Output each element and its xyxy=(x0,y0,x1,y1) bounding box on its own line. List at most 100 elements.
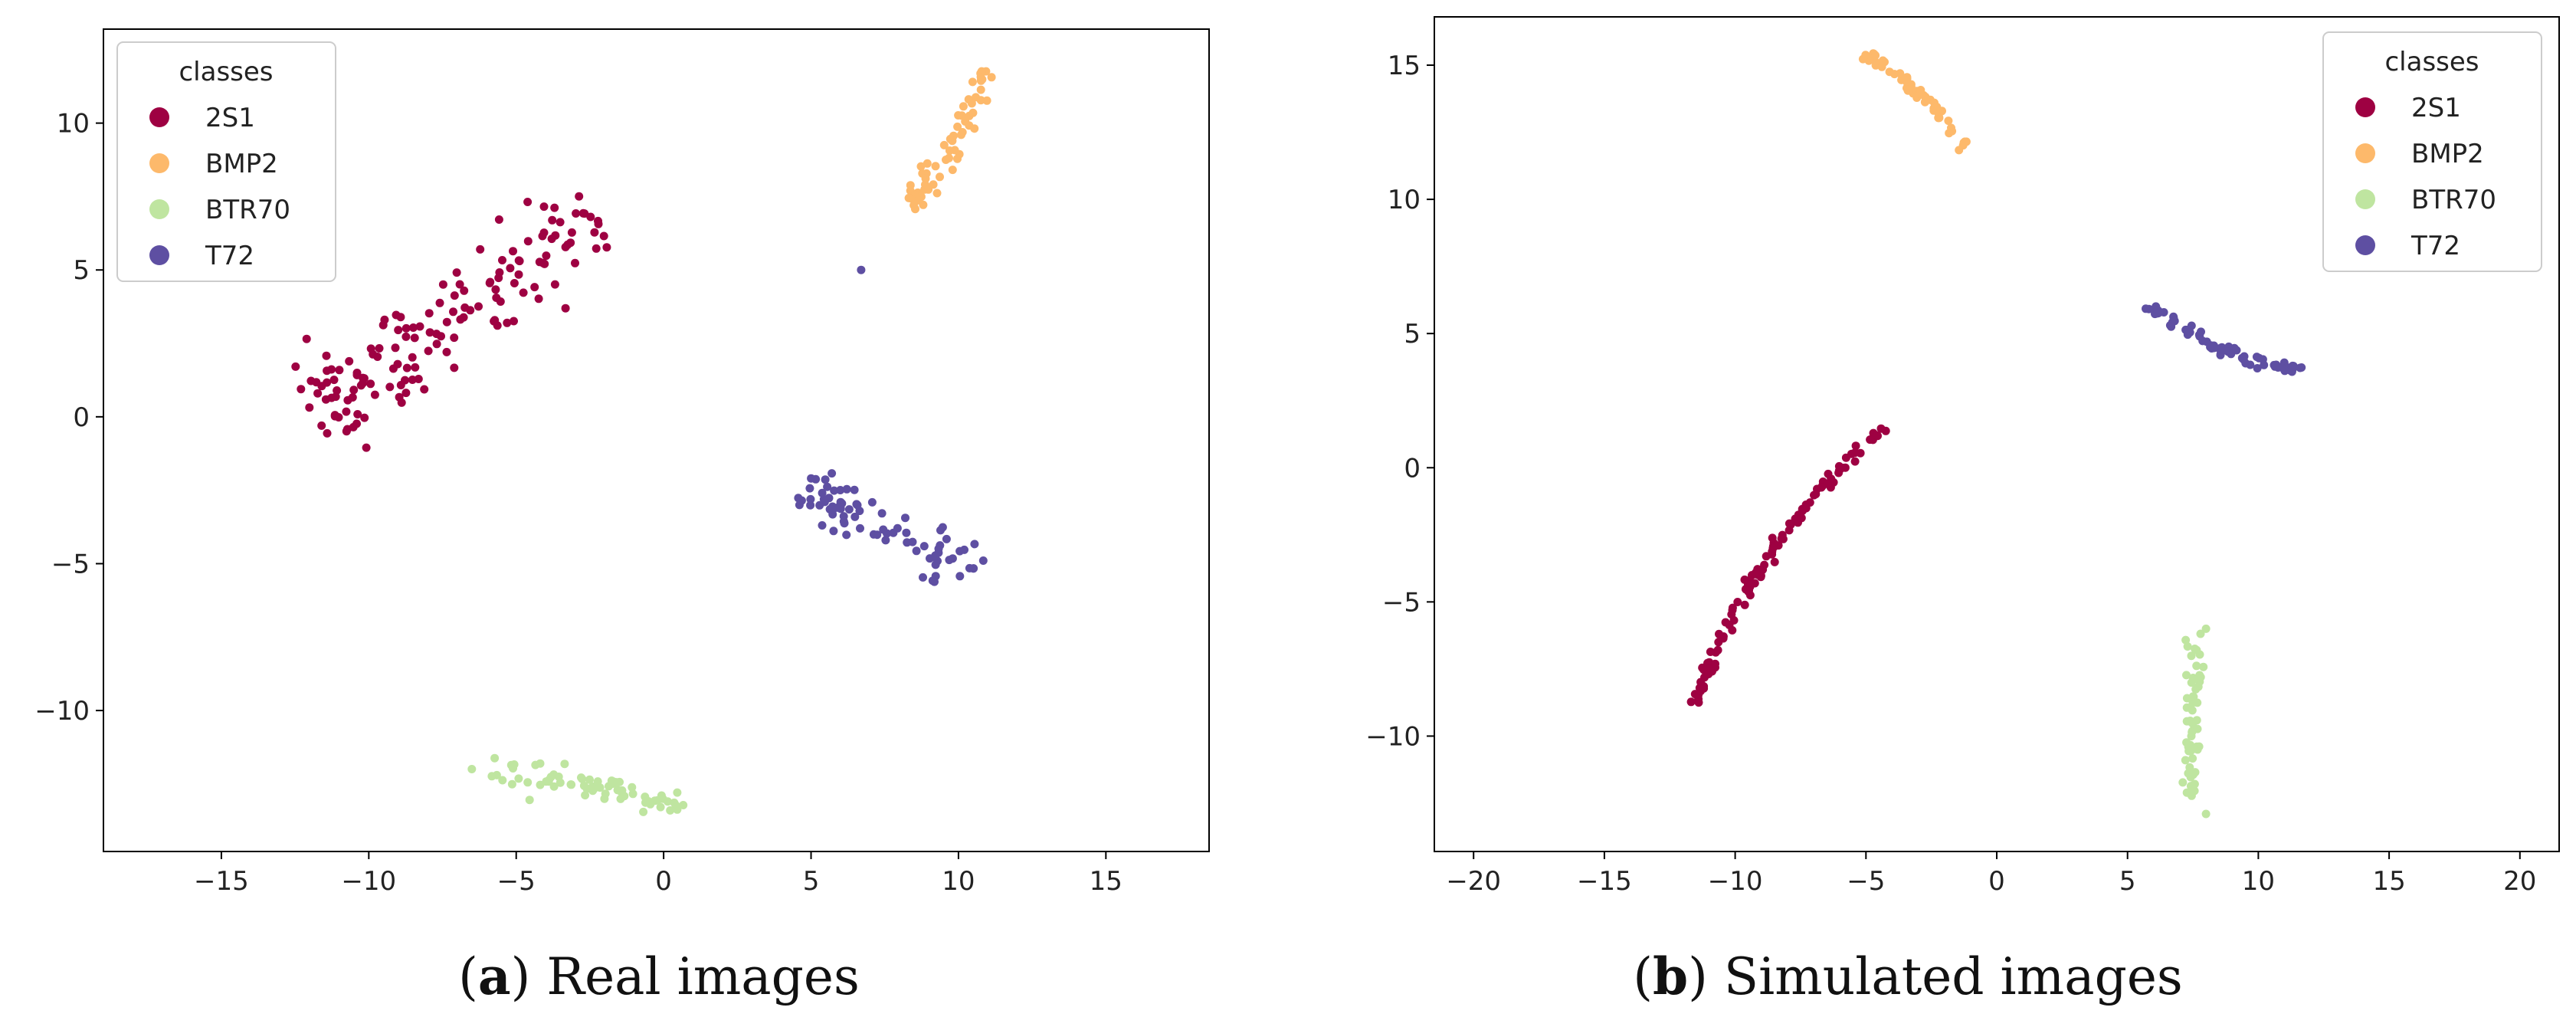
point-BTR70 xyxy=(2189,781,2197,790)
point-BTR70 xyxy=(2182,671,2191,680)
point-T72 xyxy=(850,512,860,521)
point-2S1 xyxy=(550,203,559,212)
point-2S1 xyxy=(1850,457,1860,466)
point-2S1 xyxy=(1740,575,1749,584)
y-tick-label: 5 xyxy=(73,255,90,286)
point-T72 xyxy=(2224,347,2233,356)
point-2S1 xyxy=(323,428,332,438)
point-2S1 xyxy=(1728,605,1737,615)
point-2S1 xyxy=(452,268,461,277)
point-BMP2 xyxy=(970,124,979,133)
point-2S1 xyxy=(401,332,411,341)
point-2S1 xyxy=(594,219,603,228)
point-BTR70 xyxy=(536,759,545,768)
point-2S1 xyxy=(580,209,589,218)
point-2S1 xyxy=(571,258,579,267)
point-BTR70 xyxy=(2201,624,2211,633)
point-T72 xyxy=(2241,359,2250,368)
point-2S1 xyxy=(539,202,549,212)
point-2S1 xyxy=(523,237,533,246)
point-BTR70 xyxy=(589,784,598,793)
point-2S1 xyxy=(297,385,306,394)
point-2S1 xyxy=(1801,504,1811,513)
point-2S1 xyxy=(1823,479,1832,488)
point-BTR70 xyxy=(579,781,588,790)
point-T72 xyxy=(931,551,940,560)
x-tick-label: −20 xyxy=(1446,866,1501,897)
point-T72 xyxy=(2260,360,2269,369)
point-2S1 xyxy=(323,378,332,387)
point-BMP2 xyxy=(1944,116,1953,126)
point-BMP2 xyxy=(1878,56,1887,65)
point-BTR70 xyxy=(2188,787,2197,796)
point-BTR70 xyxy=(507,779,516,789)
point-T72 xyxy=(938,523,947,532)
point-2S1 xyxy=(1714,638,1723,647)
point-T72 xyxy=(2198,336,2207,346)
point-T72 xyxy=(902,528,911,537)
y-tick-label: −5 xyxy=(51,549,90,579)
point-T72 xyxy=(942,534,951,543)
x-tick-label: 15 xyxy=(1090,866,1122,897)
legend-marker-BTR70 xyxy=(149,199,169,219)
point-2S1 xyxy=(342,407,351,416)
point-2S1 xyxy=(366,379,375,389)
point-BMP2 xyxy=(1930,98,1939,107)
point-2S1 xyxy=(1713,645,1722,655)
legend-label-2S1: 2S1 xyxy=(2411,93,2461,123)
point-BMP2 xyxy=(1861,51,1870,60)
point-BTR70 xyxy=(467,765,477,773)
point-2S1 xyxy=(542,251,551,261)
point-2S1 xyxy=(425,328,434,337)
point-2S1 xyxy=(561,304,570,313)
x-tick-label: 5 xyxy=(2119,866,2136,897)
point-BMP2 xyxy=(1934,113,1943,123)
point-BTR70 xyxy=(490,753,500,763)
point-BTR70 xyxy=(2178,778,2188,787)
point-2S1 xyxy=(1733,598,1742,606)
legend-title: classes xyxy=(179,57,273,87)
point-T72 xyxy=(934,544,943,553)
point-2S1 xyxy=(395,392,404,402)
point-BMP2 xyxy=(939,140,949,149)
point-2S1 xyxy=(330,411,339,420)
point-2S1 xyxy=(322,351,331,360)
x-tick-label: −10 xyxy=(341,866,396,897)
point-BMP2 xyxy=(953,154,962,163)
point-T72 xyxy=(873,530,882,540)
point-BMP2 xyxy=(932,189,942,198)
y-tick-label: 5 xyxy=(1404,319,1421,349)
point-2S1 xyxy=(590,228,599,237)
point-2S1 xyxy=(442,347,451,356)
point-2S1 xyxy=(449,307,457,317)
point-2S1 xyxy=(1686,697,1696,707)
x-tick-label: −15 xyxy=(1577,866,1632,897)
point-2S1 xyxy=(547,235,556,244)
point-2S1 xyxy=(592,244,601,253)
point-2S1 xyxy=(1696,678,1706,687)
caption-b: (b) Simulated images xyxy=(1633,947,2183,1006)
point-2S1 xyxy=(1752,568,1761,577)
x-tick-label: 0 xyxy=(655,866,672,897)
point-2S1 xyxy=(392,310,401,320)
y-tick-label: 0 xyxy=(73,402,90,433)
point-2S1 xyxy=(313,389,323,398)
point-T72 xyxy=(945,556,954,565)
point-T72 xyxy=(970,540,979,549)
point-2S1 xyxy=(348,393,357,402)
legend-marker-BMP2 xyxy=(149,153,169,173)
point-2S1 xyxy=(1841,453,1850,462)
point-2S1 xyxy=(1850,448,1860,458)
point-BMP2 xyxy=(911,205,919,214)
point-2S1 xyxy=(599,231,608,241)
point-2S1 xyxy=(519,288,528,297)
point-BTR70 xyxy=(566,780,575,789)
point-T72 xyxy=(823,482,832,491)
point-BTR70 xyxy=(601,789,610,799)
point-BTR70 xyxy=(2186,746,2195,755)
point-BTR70 xyxy=(2187,651,2196,661)
point-T72 xyxy=(2252,353,2261,362)
plot-panel-b: −20 −15 −10 −5 0 5 10 15 20 −10 −5 0 5 10 15 classes 2S1… xyxy=(1365,16,2560,897)
y-tick-label: 15 xyxy=(1388,51,1421,81)
point-BTR70 xyxy=(2196,673,2205,681)
